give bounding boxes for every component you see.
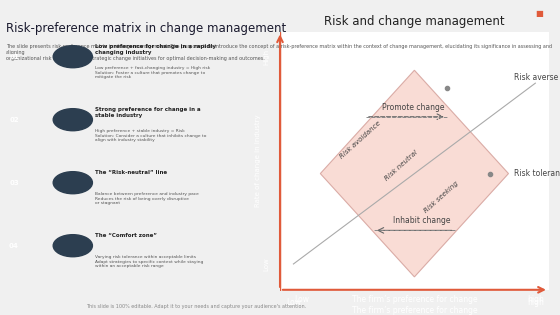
Text: Risk-preference matrix in change management: Risk-preference matrix in change managem…	[6, 22, 286, 35]
Text: high: high	[527, 298, 544, 307]
Text: Rate of change in industry: Rate of change in industry	[284, 114, 290, 207]
Text: ■: ■	[535, 9, 543, 19]
Text: Inhabit change: Inhabit change	[393, 216, 450, 225]
Text: The slide presents risk-preference matrix in change management. The purpose is t: The slide presents risk-preference matri…	[6, 44, 552, 61]
Text: high: high	[527, 295, 544, 304]
Text: 04: 04	[9, 243, 19, 249]
Text: The “Comfort zone”: The “Comfort zone”	[95, 233, 157, 238]
Text: Low: Low	[284, 257, 290, 271]
Text: 03: 03	[9, 180, 19, 186]
Text: High: High	[264, 49, 269, 66]
Text: High: High	[284, 44, 290, 60]
Text: Strong preference for change in a
stable industry: Strong preference for change in a stable…	[95, 107, 201, 118]
Text: Low: Low	[264, 257, 269, 271]
Text: Risk tolerant: Risk tolerant	[514, 169, 560, 178]
Text: Rate of change in industry: Rate of change in industry	[255, 114, 262, 207]
Text: 01: 01	[9, 54, 19, 60]
Text: Low: Low	[294, 295, 309, 304]
Text: Balance between preference and industry pace
Reduces the risk of being overly di: Balance between preference and industry …	[95, 192, 199, 205]
Text: This slide is 100% editable. Adapt it to your needs and capture your audience's : This slide is 100% editable. Adapt it to…	[86, 304, 306, 309]
Text: Promote change: Promote change	[382, 103, 445, 112]
Text: Low preference + fast-changing industry = High risk
Solution: Foster a culture t: Low preference + fast-changing industry …	[95, 66, 211, 79]
Text: Risk avoidance: Risk avoidance	[339, 120, 382, 160]
Text: Varying risk tolerance within acceptable limits
Adapt strategies to specific con: Varying risk tolerance within acceptable…	[95, 255, 204, 268]
Text: High preference + stable industry = Risk
Solution: Consider a culture that inhib: High preference + stable industry = Risk…	[95, 129, 207, 142]
Text: Risk averse: Risk averse	[514, 73, 558, 83]
Text: Risk seeking: Risk seeking	[423, 180, 460, 214]
Text: Low: Low	[286, 298, 301, 307]
Text: The firm’s preference for change: The firm’s preference for change	[352, 295, 477, 304]
Title: Risk and change management: Risk and change management	[324, 14, 505, 27]
Text: 02: 02	[9, 117, 19, 123]
Text: The “Risk-neutral” line: The “Risk-neutral” line	[95, 170, 167, 175]
Text: The firm’s preference for change: The firm’s preference for change	[352, 306, 477, 315]
Text: Risk neutral: Risk neutral	[384, 150, 418, 182]
Text: Low preference for change in a rapidly
changing industry: Low preference for change in a rapidly c…	[95, 44, 216, 55]
Polygon shape	[320, 70, 508, 277]
